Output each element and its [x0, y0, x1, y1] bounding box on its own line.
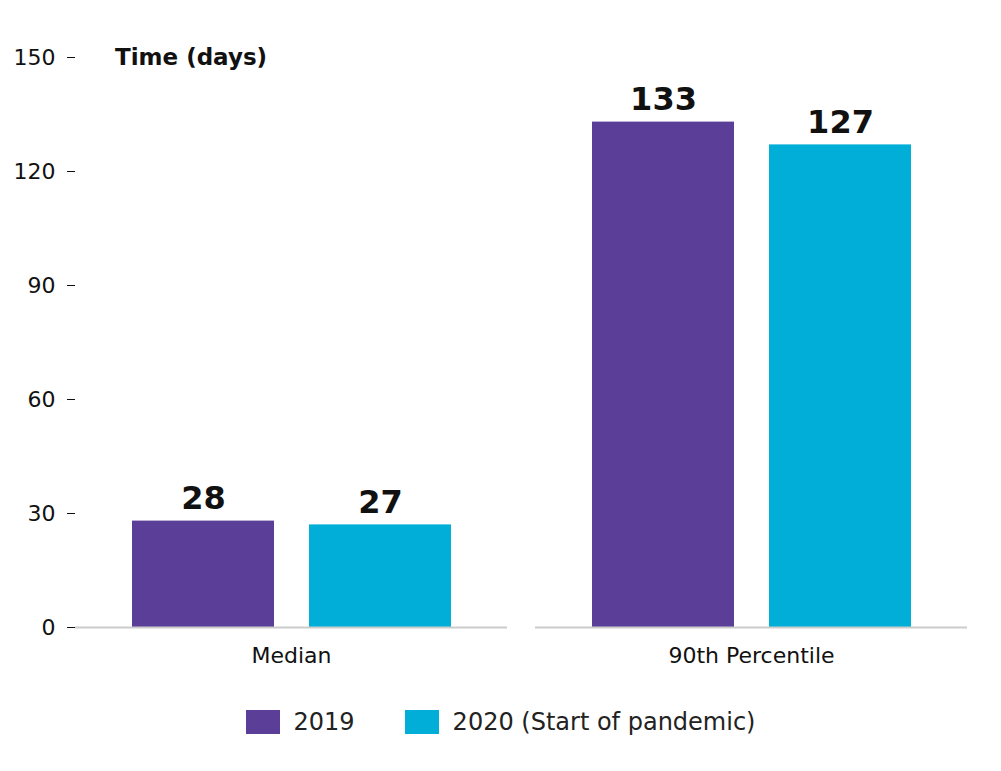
svg-text:127: 127: [807, 103, 874, 141]
svg-text:30: 30: [28, 501, 56, 526]
svg-text:Median: Median: [251, 643, 331, 668]
svg-text:150: 150: [14, 45, 56, 70]
svg-text:0: 0: [42, 615, 56, 640]
html-text:Time (days): Time (days): [115, 44, 268, 70]
svg-text:90: 90: [28, 273, 56, 298]
svg-text:60: 60: [28, 387, 56, 412]
svg-text:90th Percentile: 90th Percentile: [668, 643, 834, 668]
svg-text:28: 28: [181, 479, 226, 517]
svg-text:133: 133: [630, 80, 697, 118]
svg-text:120: 120: [14, 159, 56, 184]
svg-text:27: 27: [358, 483, 403, 521]
html-text:2019: 2019: [293, 708, 355, 736]
html-text:2020 (Start of pandemic): 2020 (Start of pandemic): [452, 708, 756, 736]
